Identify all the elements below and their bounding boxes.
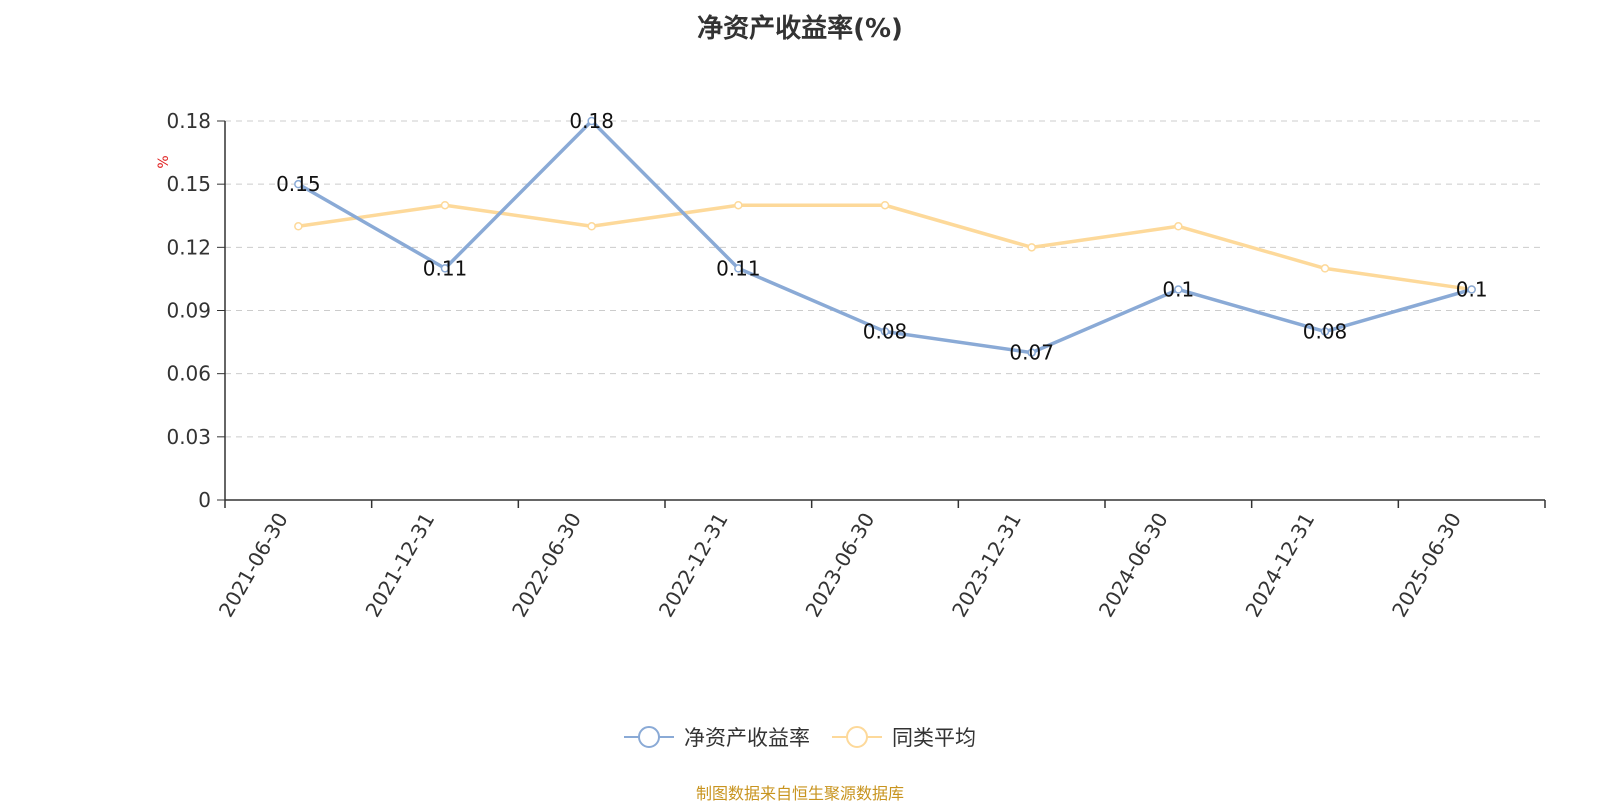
legend-label-series-2: 同类平均: [892, 726, 976, 750]
x-tick-label: 2021-12-31: [360, 509, 439, 622]
data-label: 0.15: [276, 172, 321, 196]
data-point-series-1: [294, 179, 303, 189]
y-axis-label: %: [156, 155, 172, 168]
data-point-series-1: [1467, 285, 1476, 294]
legend-item-series-1[interactable]: 净资产收益率: [624, 722, 810, 752]
data-point-series-1: [1027, 348, 1036, 357]
legend-item-series-2[interactable]: 同类平均: [832, 722, 976, 752]
data-point-series-1: [440, 264, 450, 273]
legend: 净资产收益率 同类平均: [0, 722, 1600, 752]
data-point-series-2: [1320, 264, 1330, 273]
y-tick-label: 0.12: [166, 235, 211, 259]
y-tick-label: 0.15: [166, 172, 211, 196]
data-label: 0.1: [1456, 277, 1488, 301]
data-point-series-2: [1174, 222, 1183, 231]
data-label: 0.11: [716, 256, 761, 280]
data-point-series-2: [1027, 243, 1036, 252]
chart-title: 净资产收益率(%): [697, 14, 903, 44]
data-point-series-1: [734, 264, 743, 273]
data-point-series-2: [294, 222, 303, 231]
x-tick-label: 2024-06-30: [1094, 509, 1173, 622]
data-label: 0.07: [1009, 341, 1054, 365]
x-tick-label: 2025-06-30: [1387, 509, 1466, 622]
y-tick-label: 0.18: [166, 109, 211, 133]
data-point-series-1: [1174, 285, 1183, 294]
data-point-series-1: [1320, 327, 1330, 336]
source-text: 制图数据来自恒生聚源数据库: [695, 784, 904, 803]
x-tick-label: 2022-12-31: [654, 509, 733, 622]
data-label: 0.18: [569, 109, 614, 133]
data-point-series-2: [587, 222, 596, 231]
data-point-series-2: [440, 200, 450, 210]
y-tick-label: 0.03: [166, 425, 211, 449]
data-point-series-2: [734, 200, 743, 210]
y-tick-label: 0.06: [166, 362, 211, 386]
legend-line-circle-icon: [832, 726, 882, 748]
data-point-series-1: [880, 327, 890, 336]
data-label: 0.08: [1303, 320, 1348, 344]
x-tick-label: 2023-06-30: [800, 509, 879, 622]
y-tick-label: 0.09: [166, 299, 211, 323]
x-tick-label: 2023-12-31: [947, 509, 1026, 622]
data-label: 0.11: [423, 256, 468, 280]
series-line-1: [297, 119, 1473, 355]
legend-label-series-1: 净资产收益率: [684, 726, 810, 750]
x-tick-label: 2024-12-31: [1240, 509, 1319, 622]
legend-line-circle-icon: [624, 726, 674, 748]
data-point-series-1: [587, 116, 596, 126]
x-tick-label: 2021-06-30: [214, 509, 293, 622]
data-label: 0.1: [1162, 277, 1194, 301]
x-tick-label: 2022-06-30: [507, 509, 586, 622]
y-tick-label: 0: [198, 488, 211, 512]
data-point-series-2: [880, 200, 890, 210]
data-label: 0.08: [863, 320, 908, 344]
